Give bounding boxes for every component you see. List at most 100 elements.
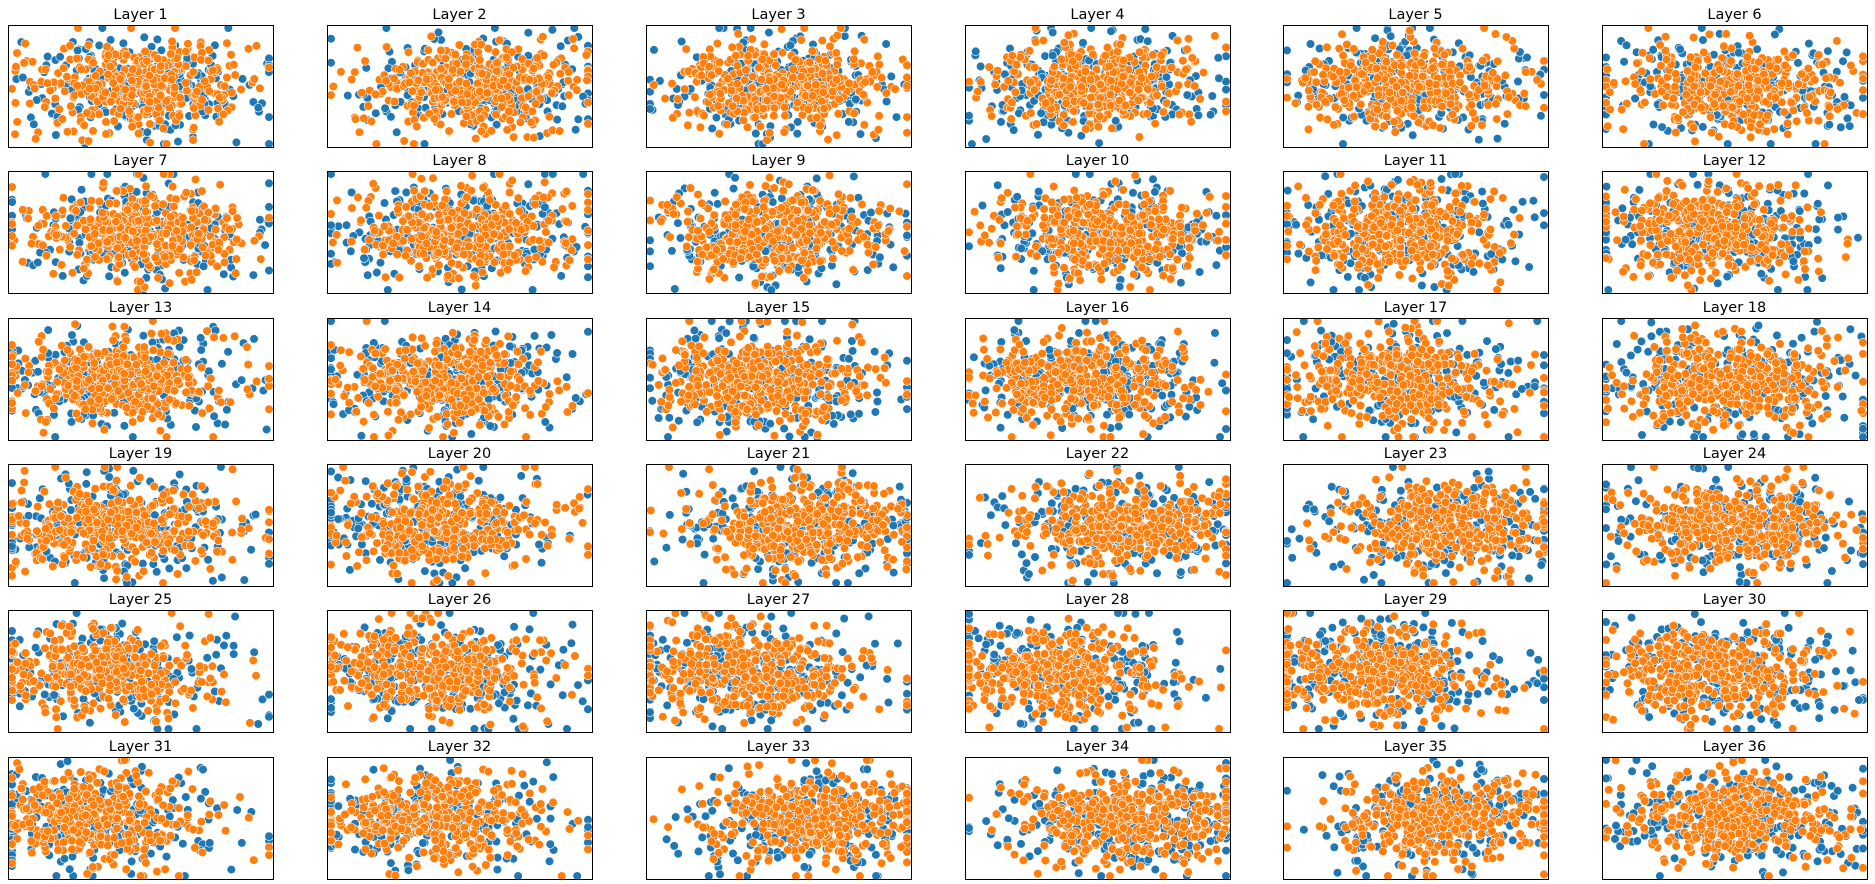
data-point [1094, 138, 1104, 147]
data-point [1386, 31, 1396, 41]
data-point [1339, 95, 1349, 105]
data-point [1107, 123, 1117, 133]
data-point [1198, 67, 1209, 78]
data-point [1814, 50, 1824, 60]
data-point [58, 63, 69, 73]
data-point [699, 110, 709, 121]
data-point [726, 85, 737, 96]
data-point [189, 255, 199, 265]
data-point [227, 88, 237, 98]
data-point [1645, 53, 1655, 63]
data-point [328, 237, 338, 247]
data-point [1688, 123, 1698, 133]
data-point [141, 81, 151, 91]
data-point [62, 127, 73, 137]
data-point [1387, 40, 1397, 51]
data-point [1187, 53, 1197, 63]
data-point [1838, 56, 1848, 66]
data-point [120, 233, 130, 243]
data-point [833, 109, 843, 119]
data-point [67, 268, 78, 278]
data-point [1673, 113, 1683, 123]
data-point [212, 261, 222, 272]
data-point [873, 51, 883, 62]
data-point [1134, 132, 1144, 142]
data-point [966, 77, 974, 87]
data-point [1106, 76, 1116, 86]
data-point [188, 67, 198, 77]
data-point [264, 62, 273, 72]
data-point [174, 111, 184, 121]
data-point [162, 139, 172, 147]
data-point [27, 57, 38, 67]
data-point [141, 181, 151, 191]
data-point [732, 79, 742, 89]
data-point [492, 119, 502, 130]
data-point [88, 126, 98, 136]
data-point [112, 243, 122, 253]
data-point [1705, 81, 1715, 91]
data-point [264, 139, 273, 147]
data-point [1832, 104, 1843, 114]
data-point [1076, 82, 1086, 92]
data-point [222, 213, 232, 223]
data-point [422, 74, 432, 84]
data-point [1059, 38, 1069, 48]
data-point [562, 217, 572, 227]
data-point [79, 120, 89, 130]
data-point [1699, 47, 1709, 58]
data-point [1539, 103, 1548, 113]
data-point [748, 71, 758, 82]
data-point [103, 50, 113, 60]
data-point [1093, 99, 1103, 110]
data-point [1788, 50, 1798, 60]
data-point [1349, 111, 1359, 122]
data-point [360, 56, 370, 66]
data-point [524, 254, 534, 264]
data-point [1120, 100, 1131, 110]
data-point [72, 81, 82, 91]
data-point [436, 119, 446, 130]
data-point [975, 61, 986, 72]
data-point [187, 275, 197, 285]
data-point [101, 129, 111, 139]
data-point [58, 193, 69, 203]
data-point [728, 101, 738, 111]
data-point [742, 122, 753, 132]
data-point [1106, 26, 1116, 36]
data-point [823, 135, 833, 145]
data-point [169, 202, 179, 212]
data-point [1036, 108, 1046, 118]
data-point [1695, 87, 1706, 97]
data-point [647, 104, 655, 114]
data-point [649, 80, 659, 90]
data-point [381, 26, 391, 33]
data-point [1766, 139, 1776, 147]
data-point [1770, 29, 1780, 40]
data-point [264, 202, 273, 212]
data-point [161, 96, 171, 106]
data-point [668, 113, 678, 123]
data-point [1046, 75, 1056, 85]
data-point [890, 84, 900, 94]
data-point [139, 249, 149, 259]
data-point [197, 95, 207, 105]
data-point [1048, 50, 1058, 61]
data-point [203, 105, 214, 115]
data-point [1081, 124, 1091, 134]
data-point [223, 26, 233, 33]
data-point [350, 114, 361, 124]
data-point [1671, 127, 1681, 138]
data-point [1095, 79, 1105, 90]
data-point [777, 48, 788, 58]
data-point [1300, 73, 1310, 83]
data-point [1205, 110, 1216, 120]
data-point [12, 117, 22, 127]
data-point [429, 193, 440, 203]
data-point [1309, 67, 1319, 77]
data-point [471, 134, 481, 144]
data-point [1491, 99, 1501, 109]
data-point [86, 172, 96, 179]
data-point [1675, 44, 1685, 54]
